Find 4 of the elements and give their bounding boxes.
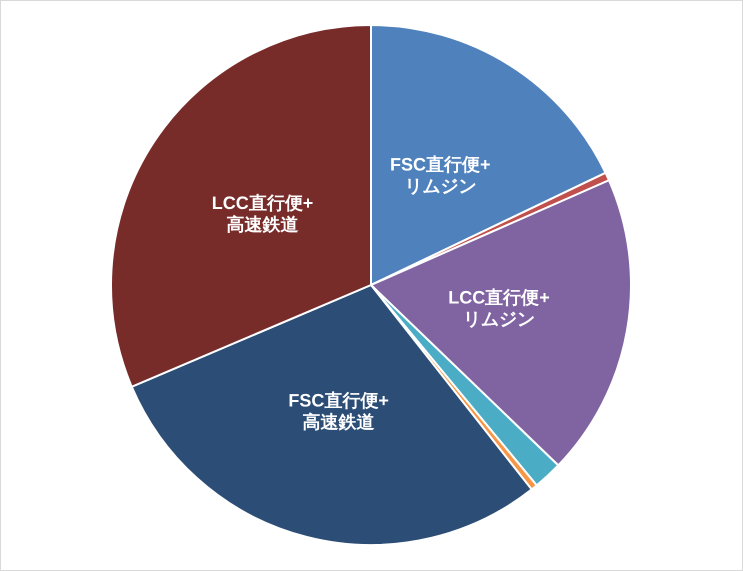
slice-label: FSC直行便+ 高速鉄道	[288, 390, 389, 432]
slice-label: LCC直行便+ リムジン	[448, 287, 550, 329]
slice-label: FSC直行便+ リムジン	[390, 154, 491, 196]
slice-label: LCC直行便+ 高速鉄道	[212, 192, 314, 234]
